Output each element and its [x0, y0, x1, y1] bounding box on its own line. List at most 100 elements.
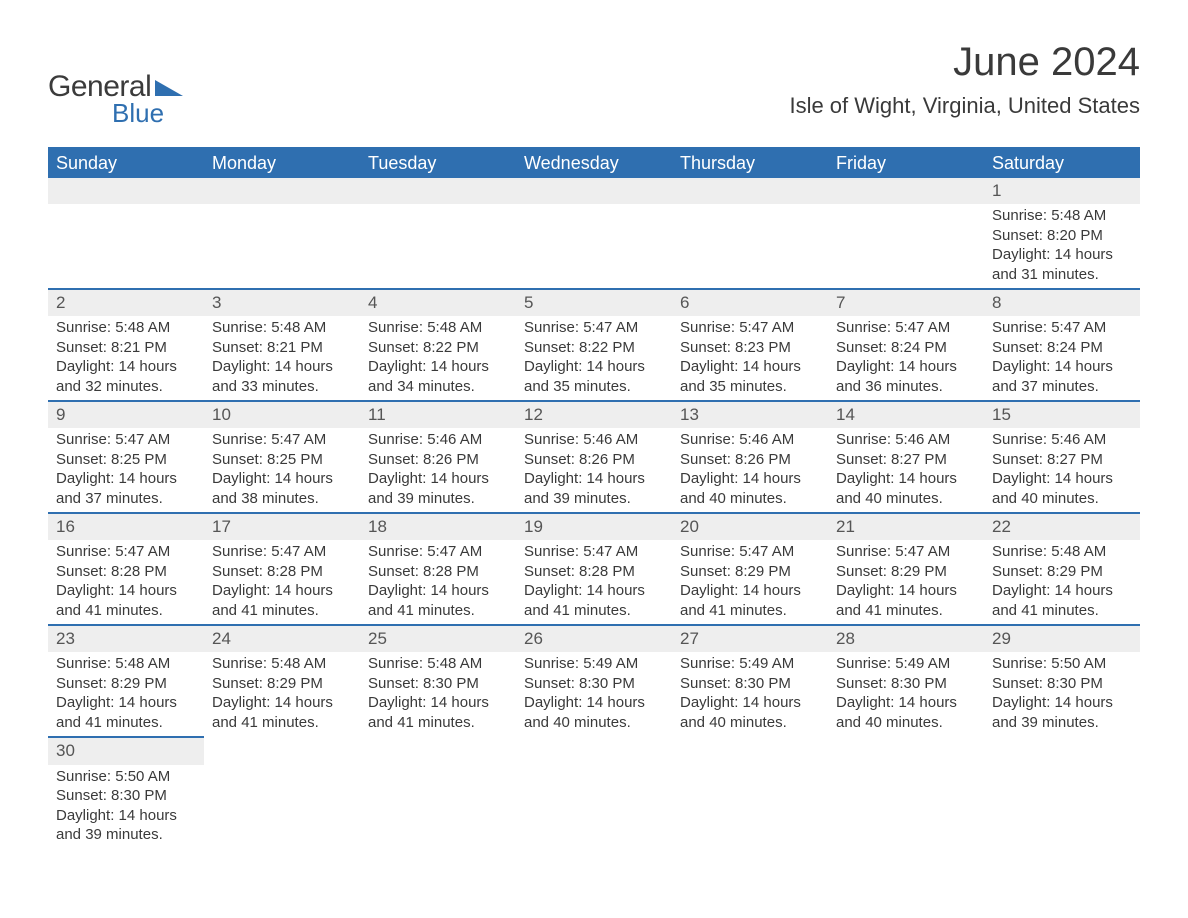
day-detail-line: Sunset: 8:24 PM	[836, 338, 976, 358]
day-detail-line: Daylight: 14 hours	[992, 245, 1132, 265]
day-number-cell	[204, 737, 360, 764]
day-number-cell: 9	[48, 401, 204, 428]
day-number-cell	[828, 178, 984, 204]
day-detail-line: Sunrise: 5:47 AM	[680, 542, 820, 562]
day-detail-line: Sunset: 8:21 PM	[212, 338, 352, 358]
day-detail-row: Sunrise: 5:48 AM Sunset: 8:21 PM Daylight:…	[48, 316, 1140, 401]
month-title: June 2024	[789, 40, 1140, 85]
day-detail-line: and 40 minutes.	[992, 489, 1132, 509]
day-detail-line: Daylight: 14 hours	[56, 806, 196, 826]
day-detail-cell: Sunrise: 5:48 AMSunset: 8:21 PMDaylight:…	[48, 316, 204, 401]
day-detail-line: Daylight: 14 hours	[836, 581, 976, 601]
day-number-row: 1	[48, 178, 1140, 204]
day-number-cell: 3	[204, 289, 360, 316]
day-detail-line: Sunrise: 5:48 AM	[992, 206, 1132, 226]
day-detail-cell: Sunrise: 5:48 AMSunset: 8:29 PMDaylight:…	[204, 652, 360, 737]
day-number-cell: 22	[984, 513, 1140, 540]
day-detail-line: Sunrise: 5:49 AM	[836, 654, 976, 674]
day-detail-cell	[672, 765, 828, 849]
day-detail-cell: Sunrise: 5:50 AMSunset: 8:30 PMDaylight:…	[48, 765, 204, 849]
day-detail-cell: Sunrise: 5:46 AMSunset: 8:26 PMDaylight:…	[672, 428, 828, 513]
day-detail-line: Sunset: 8:30 PM	[56, 786, 196, 806]
day-number-row: 9101112131415	[48, 401, 1140, 428]
day-detail-cell: Sunrise: 5:48 AMSunset: 8:22 PMDaylight:…	[360, 316, 516, 401]
day-detail-line: and 41 minutes.	[212, 601, 352, 621]
day-number-cell: 17	[204, 513, 360, 540]
day-number-cell: 10	[204, 401, 360, 428]
day-detail-line: Sunset: 8:22 PM	[368, 338, 508, 358]
day-detail-row: Sunrise: 5:47 AMSunset: 8:25 PMDaylight:…	[48, 428, 1140, 513]
weekday-header: Sunday	[48, 148, 204, 178]
title-block: June 2024 Isle of Wight, Virginia, Unite…	[789, 40, 1140, 119]
day-number-cell: 28	[828, 625, 984, 652]
day-detail-line: and 38 minutes.	[212, 489, 352, 509]
day-detail-row: Sunrise: 5:48 AMSunset: 8:29 PMDaylight:…	[48, 652, 1140, 737]
day-detail-cell: Sunrise: 5:47 AMSunset: 8:22 PMDaylight:…	[516, 316, 672, 401]
day-detail-cell	[360, 765, 516, 849]
day-detail-cell: Sunrise: 5:46 AMSunset: 8:26 PMDaylight:…	[360, 428, 516, 513]
day-detail-line: and 37 minutes.	[56, 489, 196, 509]
day-number-cell: 13	[672, 401, 828, 428]
day-detail-row: Sunrise: 5:48 AMSunset: 8:20 PMDaylight:…	[48, 204, 1140, 289]
day-detail-line: and 39 minutes.	[524, 489, 664, 509]
day-number-cell	[828, 737, 984, 764]
day-detail-line: Sunset: 8:28 PM	[56, 562, 196, 582]
day-detail-line: Sunset: 8:22 PM	[524, 338, 664, 358]
day-detail-cell: Sunrise: 5:47 AMSunset: 8:28 PMDaylight:…	[360, 540, 516, 625]
day-detail-line: Sunset: 8:28 PM	[524, 562, 664, 582]
day-detail-line: Daylight: 14 hours	[56, 693, 196, 713]
day-number-cell: 4	[360, 289, 516, 316]
weekday-header: Wednesday	[516, 148, 672, 178]
day-detail-row: Sunrise: 5:47 AM Sunset: 8:28 PM Daylight:…	[48, 540, 1140, 625]
day-detail-cell	[360, 204, 516, 289]
day-detail-cell: Sunrise: 5:49 AMSunset: 8:30 PMDaylight:…	[516, 652, 672, 737]
day-detail-line: Daylight: 14 hours	[992, 693, 1132, 713]
day-number-cell: 19	[516, 513, 672, 540]
day-detail-line: Daylight: 14 hours	[680, 693, 820, 713]
day-detail-line: Sunset: 8:20 PM	[992, 226, 1132, 246]
day-detail-line: Daylight: 14 hours	[680, 581, 820, 601]
day-number-cell: 2	[48, 289, 204, 316]
day-detail-line: and 41 minutes.	[368, 601, 508, 621]
day-detail-line: Sunset: 8:30 PM	[836, 674, 976, 694]
day-number-cell: 15	[984, 401, 1140, 428]
day-detail-line: Sunrise: 5:48 AM	[368, 318, 508, 338]
day-number-cell	[984, 737, 1140, 764]
day-detail-cell: Sunrise: 5:47 AMSunset: 8:28 PMDaylight:…	[48, 540, 204, 625]
day-detail-cell: Sunrise: 5:48 AMSunset: 8:29 PMDaylight:…	[984, 540, 1140, 625]
day-detail-cell: Sunrise: 5:47 AMSunset: 8:28 PMDaylight:…	[516, 540, 672, 625]
day-detail-cell: Sunrise: 5:47 AMSunset: 8:24 PMDaylight:…	[828, 316, 984, 401]
day-detail-cell: Sunrise: 5:48 AMSunset: 8:20 PMDaylight:…	[984, 204, 1140, 289]
day-detail-line: Sunrise: 5:46 AM	[680, 430, 820, 450]
day-detail-line: and 40 minutes.	[524, 713, 664, 733]
day-detail-line: Sunset: 8:26 PM	[368, 450, 508, 470]
day-detail-line: Sunrise: 5:46 AM	[836, 430, 976, 450]
day-detail-line: and 40 minutes.	[836, 489, 976, 509]
day-detail-line: Daylight: 14 hours	[212, 693, 352, 713]
day-detail-line: Sunset: 8:28 PM	[368, 562, 508, 582]
day-detail-line: Daylight: 14 hours	[368, 693, 508, 713]
day-detail-cell: Sunrise: 5:49 AMSunset: 8:30 PMDaylight:…	[672, 652, 828, 737]
day-detail-line: Sunset: 8:26 PM	[680, 450, 820, 470]
day-detail-cell	[828, 765, 984, 849]
day-detail-line: Daylight: 14 hours	[524, 357, 664, 377]
day-detail-line: and 31 minutes.	[992, 265, 1132, 285]
day-detail-cell: Sunrise: 5:46 AMSunset: 8:27 PMDaylight:…	[828, 428, 984, 513]
day-number-cell: 8	[984, 289, 1140, 316]
day-detail-line: Sunset: 8:21 PM	[56, 338, 196, 358]
day-detail-line: Sunrise: 5:49 AM	[680, 654, 820, 674]
day-detail-line: and 41 minutes.	[56, 601, 196, 621]
day-detail-cell	[984, 765, 1140, 849]
day-number-cell: 26	[516, 625, 672, 652]
day-detail-line: Daylight: 14 hours	[524, 693, 664, 713]
day-detail-cell: Sunrise: 5:48 AMSunset: 8:21 PMDaylight:…	[204, 316, 360, 401]
day-detail-line: Sunset: 8:30 PM	[368, 674, 508, 694]
day-detail-line: Sunset: 8:29 PM	[212, 674, 352, 694]
day-number-cell: 1	[984, 178, 1140, 204]
weekday-header: Thursday	[672, 148, 828, 178]
day-detail-line: and 33 minutes.	[212, 377, 352, 397]
day-detail-line: Daylight: 14 hours	[992, 469, 1132, 489]
day-detail-line: and 39 minutes.	[56, 825, 196, 845]
day-detail-line: Sunset: 8:27 PM	[992, 450, 1132, 470]
day-detail-row: Sunrise: 5:50 AMSunset: 8:30 PMDaylight:…	[48, 765, 1140, 849]
